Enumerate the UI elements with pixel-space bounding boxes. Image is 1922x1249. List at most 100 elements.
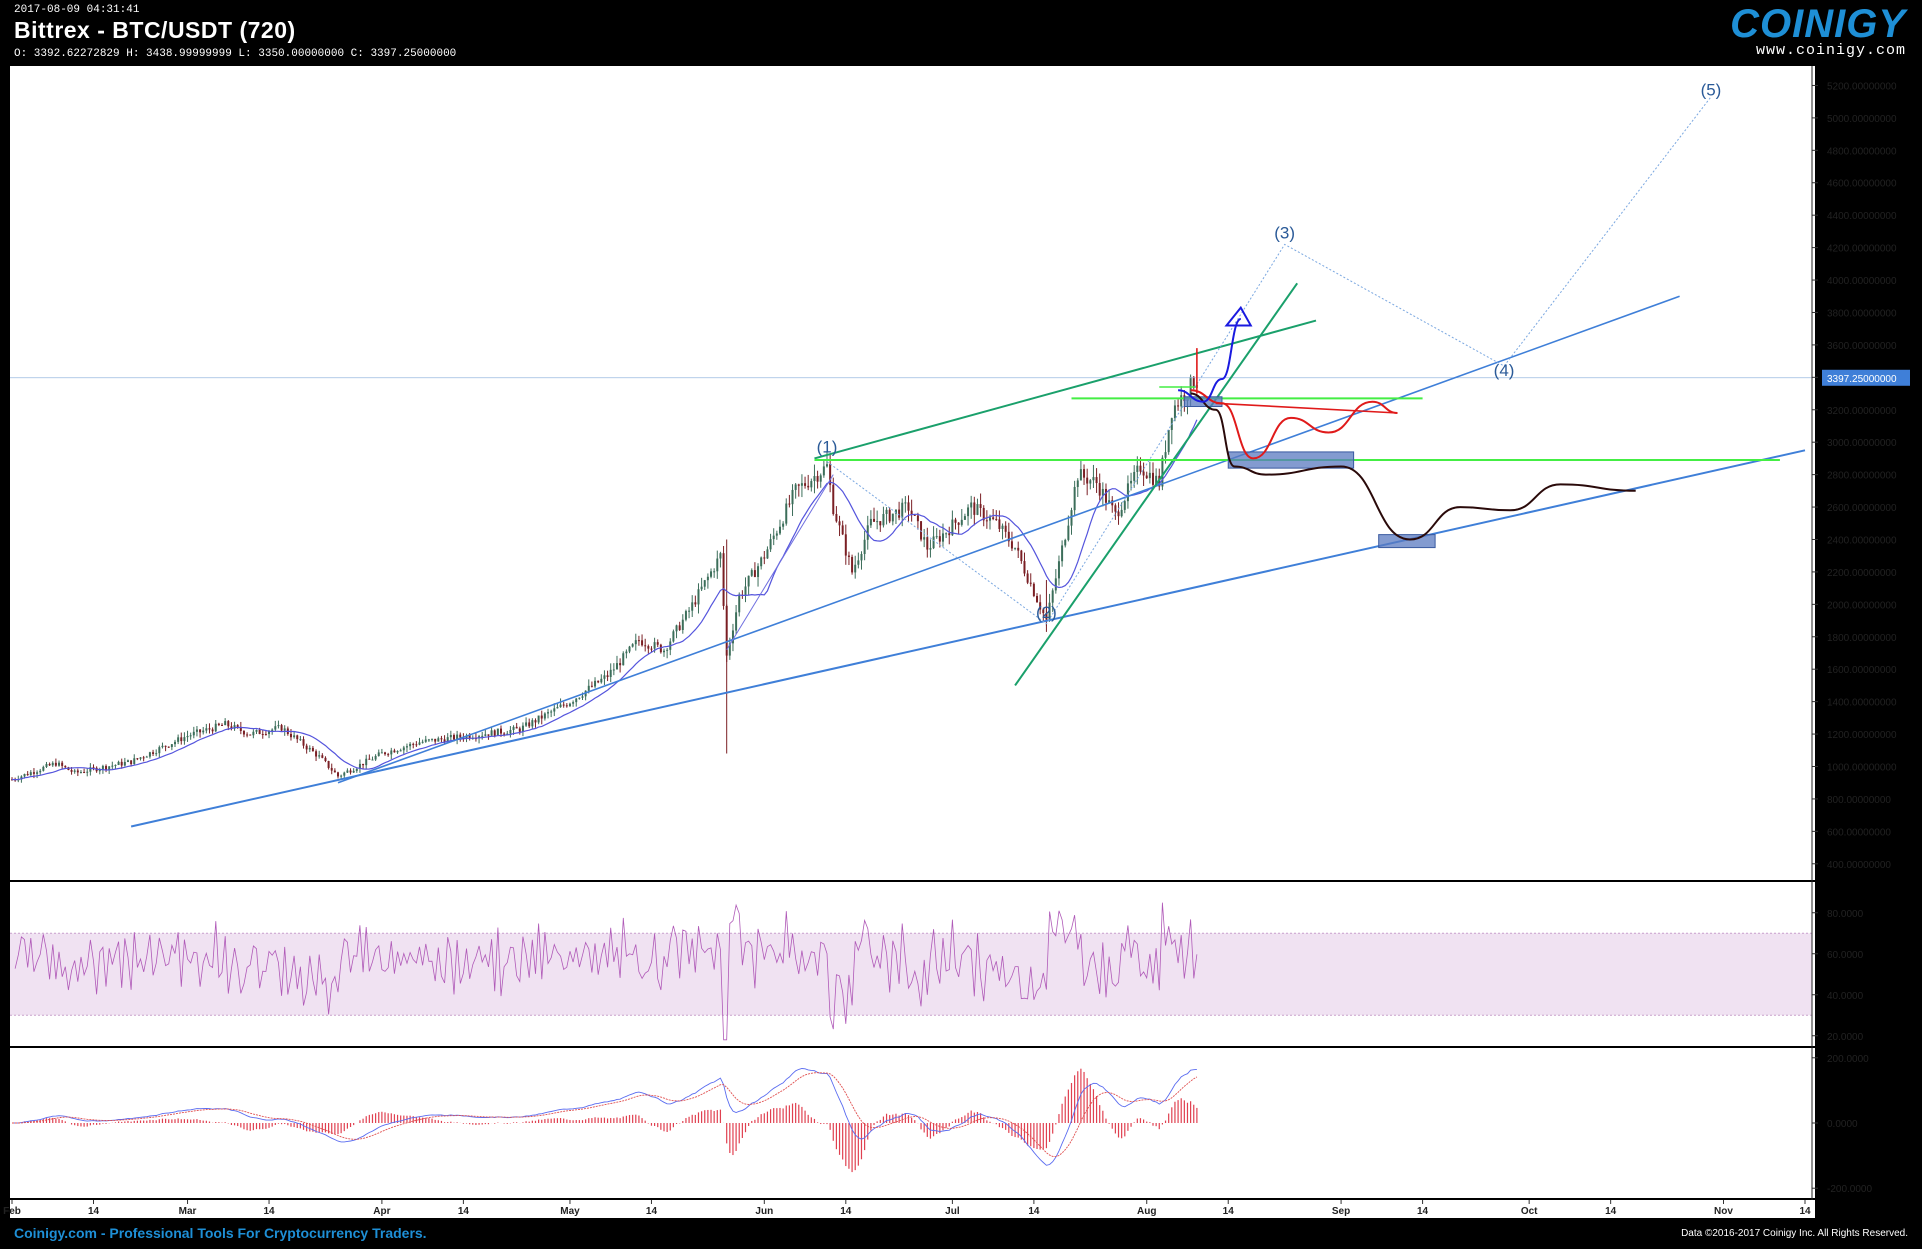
- candle-body: [192, 731, 195, 736]
- candle-body: [757, 566, 760, 577]
- price-tick-label: 3200.00000000: [1827, 406, 1897, 417]
- candle-body: [1048, 602, 1051, 620]
- candle-body: [656, 642, 659, 645]
- candle-body: [735, 612, 738, 631]
- candle-body: [327, 761, 330, 768]
- candle-body: [352, 770, 355, 773]
- price-panel[interactable]: [10, 66, 1815, 880]
- price-tick-label: 2400.00000000: [1827, 535, 1897, 546]
- candle-body: [221, 724, 224, 726]
- candle-body: [659, 644, 662, 653]
- candle-body: [133, 758, 136, 765]
- candle-body: [205, 728, 208, 731]
- candle-body: [913, 514, 916, 516]
- candle-body: [876, 521, 879, 523]
- candle-body: [315, 751, 318, 757]
- candle-body: [224, 721, 227, 726]
- candle-body: [459, 734, 462, 738]
- candle-body: [609, 669, 612, 677]
- footer-tagline[interactable]: Coinigy.com - Professional Tools For Cry…: [14, 1225, 427, 1241]
- x-axis-tick-label: Jul: [945, 1206, 960, 1217]
- candle-body: [904, 502, 907, 504]
- candle-body: [305, 745, 308, 750]
- candle-body: [1133, 471, 1136, 481]
- price-tick-label: 600.00000000: [1827, 827, 1891, 838]
- x-axis-tick-label: 14: [263, 1206, 275, 1217]
- candle-body: [296, 735, 299, 740]
- price-tick-label: 2000.00000000: [1827, 600, 1897, 611]
- candle-body: [217, 723, 220, 725]
- ohlc-readout: O: 3392.62272829 H: 3438.99999999 L: 335…: [14, 48, 457, 60]
- candle-body: [1098, 483, 1101, 496]
- price-tick-label: 4400.00000000: [1827, 211, 1897, 222]
- candle-body: [822, 466, 825, 476]
- candle-body: [1079, 469, 1082, 481]
- wave-label: (1): [817, 437, 838, 456]
- coinigy-logo[interactable]: COINIGY www.coinigy.com: [1730, 2, 1906, 59]
- candle-body: [935, 536, 938, 538]
- target-zone-box: [1378, 534, 1436, 549]
- chart-canvas[interactable]: 5200.00000000 5000.00000000 4800.00000000 4…: [0, 64, 1922, 1218]
- candle-body: [61, 762, 64, 766]
- candle-body: [399, 750, 402, 752]
- candle-body: [330, 767, 333, 771]
- candle-body: [333, 770, 336, 773]
- candle-body: [449, 735, 452, 738]
- candle-body: [537, 715, 540, 723]
- candle-body: [898, 509, 901, 518]
- candle-body: [1001, 525, 1004, 529]
- candle-body: [543, 713, 546, 719]
- candle-body: [1057, 561, 1060, 579]
- candle-body: [108, 766, 111, 770]
- candle-body: [230, 726, 233, 729]
- candle-body: [1076, 480, 1079, 487]
- candle-body: [1180, 395, 1183, 407]
- candle-body: [910, 510, 913, 515]
- candle-body: [105, 765, 108, 770]
- x-axis-tick-label: Feb: [3, 1206, 21, 1217]
- x-axis-tick-label: 14: [646, 1206, 658, 1217]
- candle-body: [606, 675, 609, 677]
- candle-body: [807, 485, 810, 488]
- candle-body: [427, 739, 430, 741]
- candle-body: [1164, 452, 1167, 458]
- price-tick-label: 1400.00000000: [1827, 698, 1897, 709]
- candle-body: [86, 771, 89, 773]
- candle-body: [920, 521, 923, 540]
- candle-body: [465, 735, 468, 739]
- candle-body: [111, 765, 114, 767]
- candle-body: [1161, 457, 1164, 487]
- candle-body: [951, 519, 954, 536]
- candle-body: [760, 557, 763, 567]
- candle-body: [797, 484, 800, 486]
- candle-body: [346, 770, 349, 773]
- x-axis-tick-label: Jun: [755, 1206, 773, 1217]
- candle-body: [302, 739, 305, 746]
- candle-body: [810, 481, 813, 488]
- rsi-tick-label: 60.0000: [1827, 950, 1864, 961]
- candle-body: [412, 743, 415, 745]
- candle-body: [481, 735, 484, 737]
- candle-body: [873, 518, 876, 522]
- candle-body: [515, 726, 518, 729]
- candle-body: [136, 758, 139, 760]
- candle-body: [581, 696, 584, 698]
- candle-body: [528, 722, 531, 727]
- candle-body: [89, 767, 92, 772]
- macd-panel[interactable]: [10, 1048, 1815, 1198]
- candle-body: [957, 522, 960, 525]
- alt-projection-line: [1215, 402, 1398, 414]
- x-axis-tick-label: Oct: [1521, 1206, 1538, 1217]
- x-axis-tick-label: 14: [88, 1206, 100, 1217]
- last-price-tag: [1822, 369, 1910, 386]
- candle-body: [575, 698, 578, 703]
- steep-support-line: [1014, 282, 1299, 686]
- candle-body: [869, 518, 872, 526]
- candle-body: [694, 602, 697, 605]
- candle-body: [365, 758, 368, 766]
- upper-trendline: [337, 295, 1680, 784]
- candle-body: [1010, 541, 1013, 549]
- candle-body: [161, 745, 164, 748]
- wave-label: (3): [1274, 223, 1295, 242]
- candle-body: [371, 759, 374, 761]
